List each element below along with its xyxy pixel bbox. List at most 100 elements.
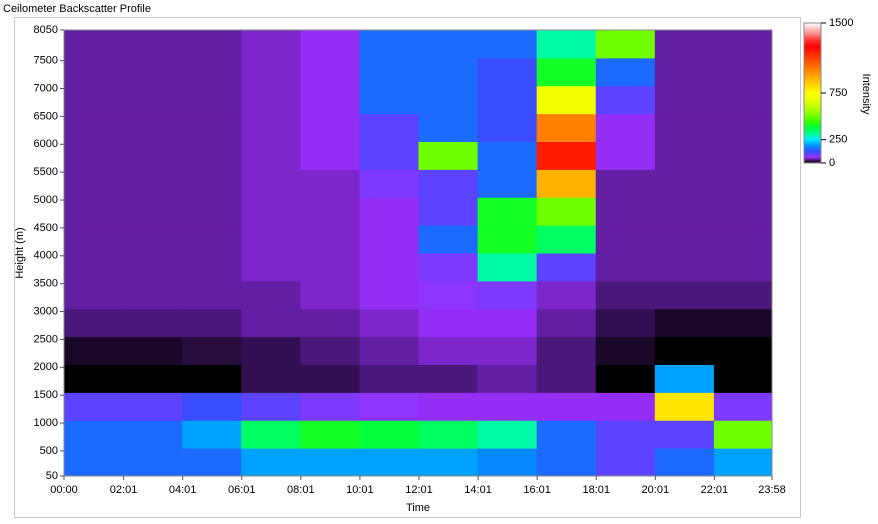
heatmap-cell <box>182 57 242 87</box>
heatmap-cell <box>418 57 479 87</box>
x-tick-label: 06:01 <box>228 484 256 496</box>
heatmap-cell <box>654 85 715 115</box>
heatmap-cell <box>418 448 479 477</box>
heatmap-cell <box>241 169 301 198</box>
heatmap-cell <box>182 448 242 477</box>
heatmap-cell <box>123 392 183 421</box>
heatmap-cell <box>536 197 597 226</box>
heatmap-cell <box>654 57 715 87</box>
heatmap-cell <box>241 336 301 365</box>
heatmap-cell <box>713 141 773 170</box>
heatmap-cell <box>477 197 538 226</box>
heatmap-cell <box>713 57 773 87</box>
heatmap-cell <box>477 336 538 365</box>
heatmap-cell <box>64 308 124 338</box>
heatmap-cell <box>241 57 301 87</box>
heatmap-cell <box>64 280 124 310</box>
y-tick-label: 5500 <box>34 166 58 178</box>
heatmap-cell <box>300 364 360 393</box>
y-tick-label: 1500 <box>34 389 58 401</box>
heatmap-cell <box>241 392 301 421</box>
heatmap-cell <box>418 336 479 365</box>
heatmap-cell <box>418 169 479 198</box>
heatmap-cell <box>536 364 597 393</box>
heatmap-cell <box>595 280 656 310</box>
heatmap-cell <box>536 392 597 421</box>
heatmap-cell <box>477 420 538 449</box>
heatmap-cell <box>595 308 656 338</box>
heatmap-cell <box>654 336 715 365</box>
y-tick-label: 7000 <box>34 82 58 94</box>
heatmap-cell <box>713 113 773 142</box>
heatmap-cell <box>64 392 124 421</box>
heatmap-cell <box>654 308 715 338</box>
heatmap-cell <box>300 225 360 254</box>
heatmap-cell <box>713 308 773 338</box>
heatmap-cell <box>241 141 301 170</box>
heatmap-cell <box>359 420 419 449</box>
heatmap-cell <box>536 420 597 449</box>
heatmap-cell <box>182 253 242 282</box>
heatmap-cell <box>418 30 479 59</box>
heatmap-cell <box>241 197 301 226</box>
heatmap-cell <box>241 364 301 393</box>
heatmap-cell <box>359 141 419 170</box>
heatmap-cell <box>64 113 124 142</box>
heatmap-cell <box>359 308 419 338</box>
heatmap-cell <box>595 420 656 449</box>
heatmap-cell <box>477 364 538 393</box>
heatmap-cell <box>536 141 597 170</box>
heatmap-cell <box>123 253 183 282</box>
colorbar-tick-label: 750 <box>829 87 847 99</box>
heatmap-cell <box>477 448 538 477</box>
heatmap-cell <box>123 364 183 393</box>
heatmap-cell <box>654 420 715 449</box>
heatmap-cell <box>418 364 479 393</box>
heatmap-cell <box>654 392 715 421</box>
heatmap-cell <box>64 169 124 198</box>
heatmap-cell <box>182 308 242 338</box>
heatmap-cell <box>536 169 597 198</box>
heatmap-cell <box>359 364 419 393</box>
heatmap-cell <box>359 392 419 421</box>
heatmap-cell <box>300 280 360 310</box>
heatmap-cell <box>123 30 183 59</box>
heatmap-cell <box>359 57 419 87</box>
heatmap-cell <box>595 141 656 170</box>
heatmap-cell <box>123 225 183 254</box>
x-tick-label: 04:01 <box>169 484 197 496</box>
heatmap-cell <box>595 113 656 142</box>
heatmap-cell <box>64 253 124 282</box>
y-tick-label: 1000 <box>34 417 58 429</box>
heatmap-cell <box>182 169 242 198</box>
heatmap-cell <box>713 30 773 59</box>
y-tick-label: 50 <box>46 470 58 482</box>
plot-frame <box>63 29 773 477</box>
heatmap-cell <box>359 280 419 310</box>
heatmap-cell <box>595 197 656 226</box>
heatmap-cell <box>182 336 242 365</box>
heatmap-cell <box>536 308 597 338</box>
y-tick-label: 8050 <box>34 24 58 36</box>
heatmap-cell <box>418 113 479 142</box>
heatmap-cell <box>654 113 715 142</box>
colorbar-tick-label: 250 <box>829 134 847 146</box>
heatmap-cell <box>654 141 715 170</box>
heatmap-cell <box>182 392 242 421</box>
heatmap-cell <box>477 85 538 115</box>
heatmap-cell <box>64 225 124 254</box>
x-axis-label: Time <box>406 502 430 514</box>
heatmap-cell <box>713 169 773 198</box>
heatmap-cell <box>654 30 715 59</box>
heatmap-cell <box>477 113 538 142</box>
heatmap-cell <box>418 308 479 338</box>
colorbar-tick-label: 0 <box>829 157 835 169</box>
heatmap-cell <box>418 85 479 115</box>
heatmap-cell <box>595 85 656 115</box>
heatmap-cell <box>536 280 597 310</box>
heatmap-cell <box>713 364 773 393</box>
heatmap-cell <box>64 85 124 115</box>
x-tick-label: 23:58 <box>758 484 786 496</box>
